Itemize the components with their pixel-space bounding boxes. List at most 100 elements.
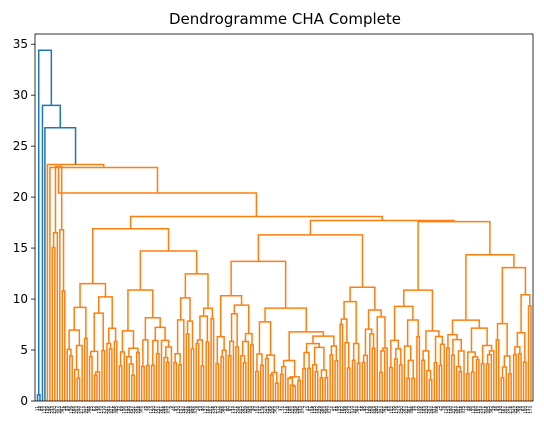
leaf-label: 42 [439,406,444,412]
leaf-label: 5 [436,406,441,409]
dendrogram-link [139,250,198,291]
leaf-label: 236 [344,406,349,414]
leaf-label: 139 [392,406,397,414]
leaf-label: 129 [69,406,74,414]
dendrogram-links [36,49,532,401]
leaf-label: 368 [434,406,439,414]
leaf-label: 321 [109,406,114,414]
dendrogram-link [264,307,308,332]
leaf-label: 270 [52,406,57,414]
leaf-label: 384 [354,406,359,414]
leaf-labels: 1148851221591962332703073443811855921291… [35,406,534,414]
leaf-label: 65 [387,406,392,412]
leaf-label: 240 [77,406,82,414]
dendrogram-link [507,373,512,401]
dendrogram-link [184,273,209,309]
leaf-label: 312 [216,406,221,414]
leaf-label: 192 [315,406,320,414]
dendrogram-link [488,350,495,401]
dendrogram-link [73,306,87,339]
leaf-label: 136 [96,406,101,414]
dendrogram-link [244,332,253,345]
dendrogram-link [406,377,411,401]
dendrogram-link [254,370,259,401]
leaf-label: 23 [223,406,228,412]
dendrogram-link [516,332,526,363]
dendrogram-link [481,344,493,364]
leaf-label: 46 [171,406,176,412]
dendrogram-link [433,361,438,401]
leaf-label: 324 [404,406,409,414]
leaf-label: 176 [394,406,399,414]
dendrogram-link [416,335,421,401]
dendrogram-link [93,374,98,401]
dendrogram-link [297,379,302,401]
leaf-label: 79 [441,406,446,412]
dendrogram-link [486,353,493,401]
y-tick-label: 25 [13,139,28,153]
leaf-label: 308 [483,406,488,414]
leaf-label: 197 [476,406,481,414]
dendrogram-link [512,353,517,401]
leaf-label: 333 [297,406,302,414]
leaf-label: 166 [72,406,77,414]
dendrogram-link [455,365,462,401]
leaf-label: 88 [335,406,340,412]
leaf-label: 381 [59,406,64,414]
leaf-label: 273 [347,406,352,414]
leaf-label: 100 [523,406,528,414]
leaf-label: 120 [176,406,181,414]
dendrogram-link [163,356,169,401]
leaf-label: 210 [101,406,106,414]
dendrogram-link [467,351,476,374]
leaf-label: 60 [225,406,230,412]
leaf-label: 7 [302,406,307,409]
leaf-label: 2 [141,406,146,409]
y-tick-label: 0 [20,394,28,408]
dendrogram-link [395,348,402,365]
leaf-label: 83 [173,406,178,412]
dendrogram-link [44,127,77,401]
dendrogram-link [242,362,247,401]
leaf-label: 150 [151,406,156,414]
leaf-label: 287 [402,406,407,414]
dendrogram-link [152,339,159,366]
leaf-label: 86 [468,406,473,412]
dendrogram-link [438,364,443,401]
dendrogram-link [344,342,350,401]
y-tick-label: 10 [13,292,28,306]
dendrogram-link [390,339,400,368]
leaf-label: 222 [290,406,295,414]
leaf-label: 51 [332,406,337,412]
dendrogram-link [195,342,200,401]
leaf-label: 393 [248,406,253,414]
dendrogram-link [190,348,195,401]
dendrogram-link [196,339,204,366]
dendrogram-link [465,253,515,321]
dendrogram-link [145,364,150,401]
dendrogram-link [428,378,433,401]
leaf-label: 146 [419,406,424,414]
dendrogram-link [351,359,356,401]
leaf-label: 238 [211,406,216,414]
dendrogram-link [303,351,310,369]
dendrogram-link [118,365,123,401]
leaf-label: 231 [183,406,188,414]
leaf-label: 32 [116,406,121,412]
dendrogram-link [320,369,328,378]
dendrogram-link [59,228,65,401]
y-tick-label: 35 [13,37,28,51]
leaf-label: 125 [337,406,342,414]
dendrogram-link [319,376,324,401]
leaf-label: 365 [139,406,144,414]
leaf-label: 190 [449,406,454,414]
leaf-label: 130 [498,406,503,414]
leaf-label: 44 [305,406,310,412]
leaf-label: 224 [156,406,161,414]
leaf-label: 26 [518,406,523,412]
dendrogram-link [57,166,258,217]
dendrogram-link [165,361,170,401]
leaf-label: 18 [62,406,67,412]
leaf-label: 167 [501,406,506,414]
chart-title: Dendrogramme CHA Complete [169,10,401,28]
